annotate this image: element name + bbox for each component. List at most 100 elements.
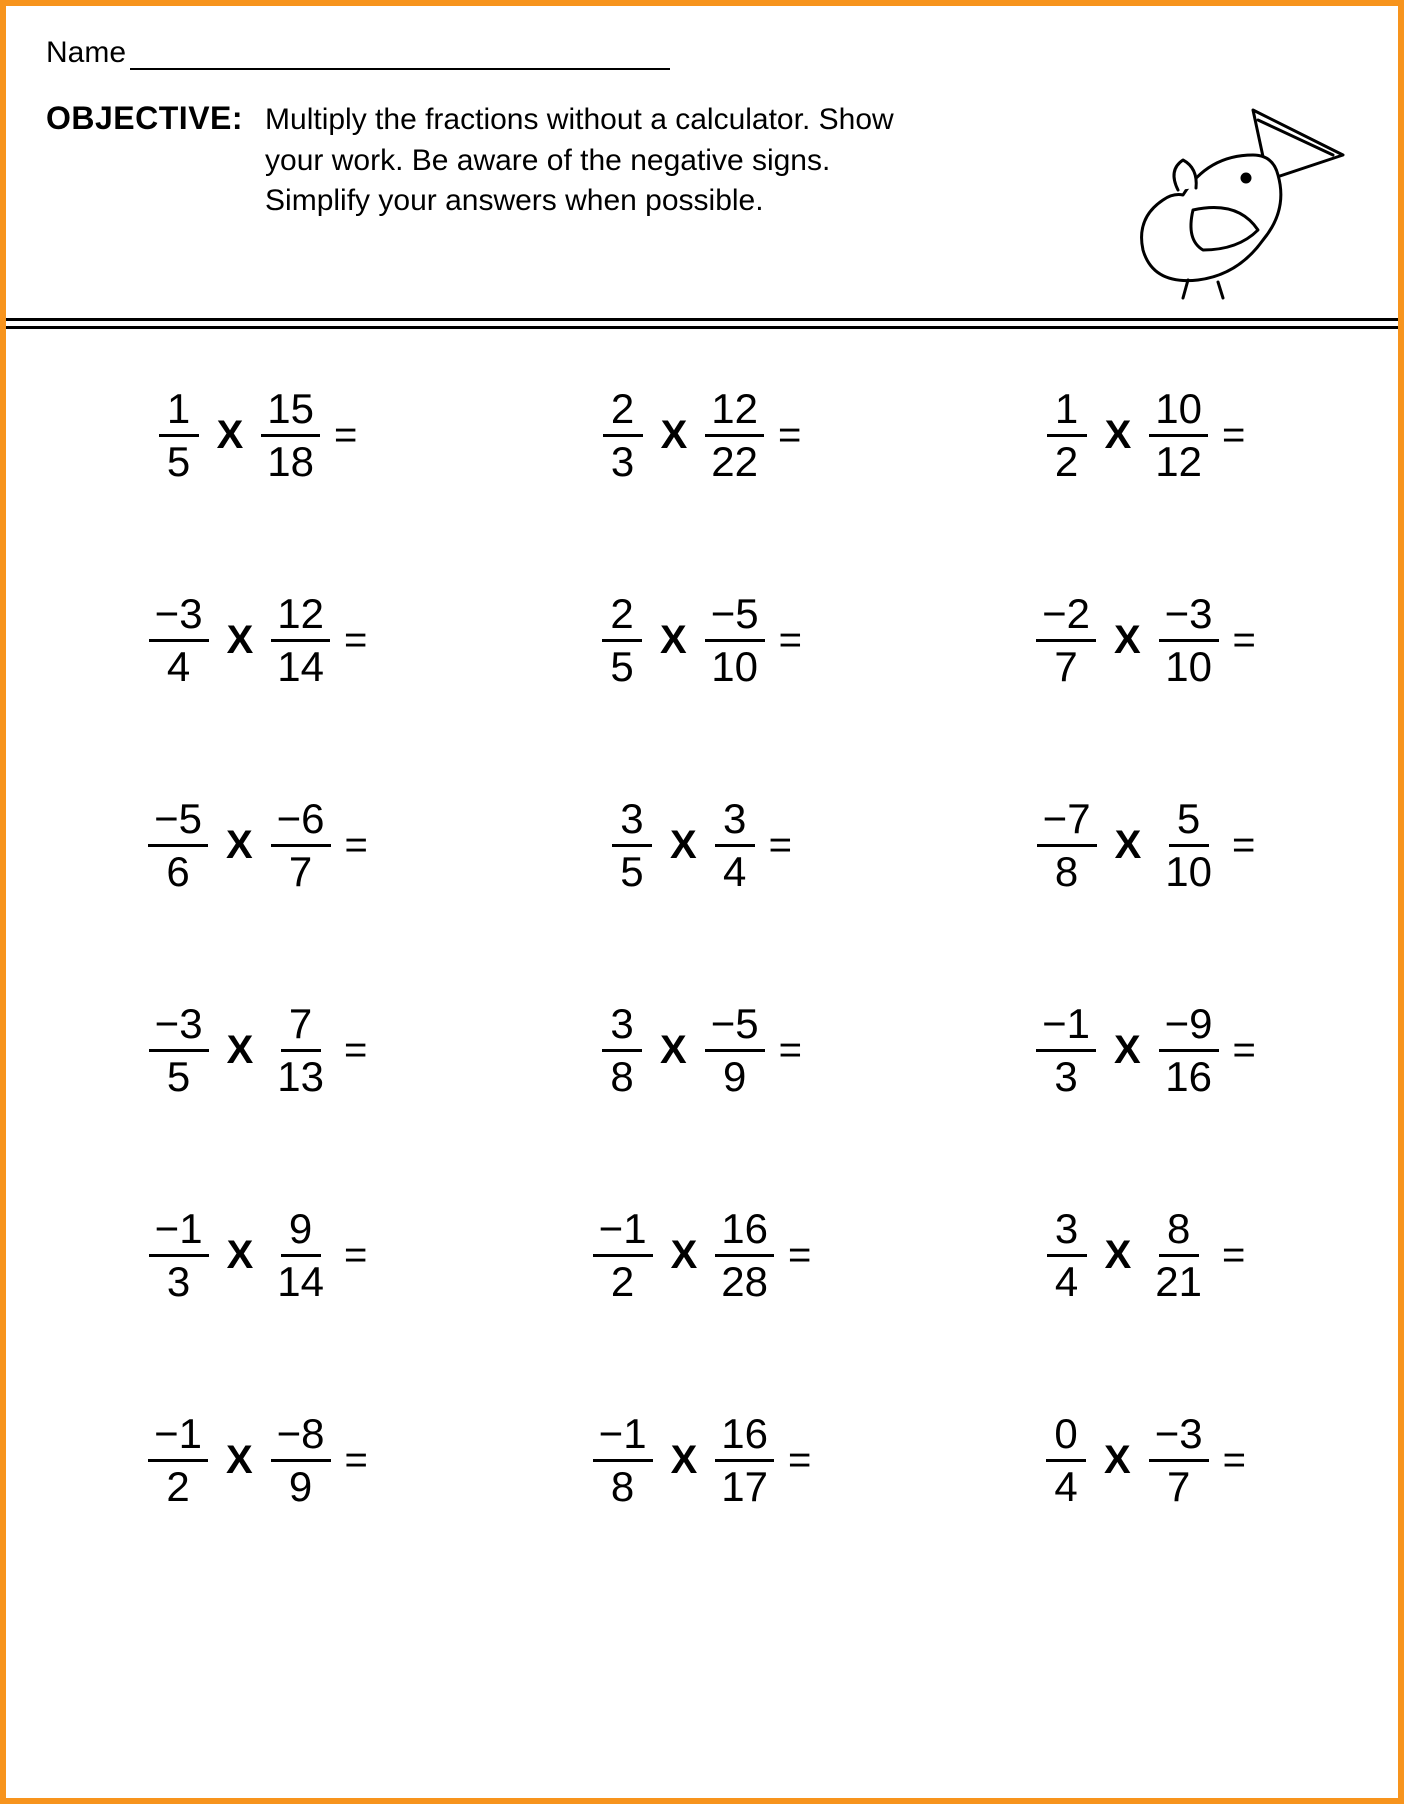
denominator: 28 xyxy=(715,1257,774,1303)
multiply-operator: X xyxy=(227,1233,254,1278)
equals-sign: = xyxy=(779,618,802,663)
fraction-b: −37 xyxy=(1149,1413,1209,1508)
equals-sign: = xyxy=(345,1438,368,1483)
problem-5: 25X−510= xyxy=(490,593,914,688)
denominator: 2 xyxy=(603,1257,643,1303)
denominator: 3 xyxy=(1046,1052,1086,1098)
numerator: 2 xyxy=(603,388,643,437)
problem-18: 04X−37= xyxy=(934,1413,1358,1508)
numerator: 12 xyxy=(271,593,330,642)
numerator: −2 xyxy=(1036,593,1096,642)
problem-12: −13X−916= xyxy=(934,1003,1358,1098)
multiply-operator: X xyxy=(227,618,254,663)
equals-sign: = xyxy=(1233,618,1256,663)
denominator: 21 xyxy=(1149,1257,1208,1303)
problem-6: −27X−310= xyxy=(934,593,1358,688)
numerator: 16 xyxy=(715,1413,774,1462)
denominator: 8 xyxy=(603,1462,643,1508)
fraction-a: −13 xyxy=(149,1208,209,1303)
fraction-b: 510 xyxy=(1159,798,1218,893)
problem-16: −12X−89= xyxy=(46,1413,470,1508)
problem-2: 23X1222= xyxy=(490,388,914,483)
name-blank-line[interactable] xyxy=(130,42,670,70)
fraction-a: −13 xyxy=(1036,1003,1096,1098)
numerator: −1 xyxy=(1036,1003,1096,1052)
multiply-operator: X xyxy=(226,1438,253,1483)
numerator: 7 xyxy=(281,1003,321,1052)
numerator: 2 xyxy=(602,593,642,642)
denominator: 2 xyxy=(158,1462,198,1508)
fraction-b: 1628 xyxy=(715,1208,774,1303)
denominator: 17 xyxy=(715,1462,774,1508)
numerator: −8 xyxy=(271,1413,331,1462)
fraction-a: −12 xyxy=(148,1413,208,1508)
multiply-operator: X xyxy=(670,823,697,868)
numerator: −1 xyxy=(148,1413,208,1462)
numerator: 8 xyxy=(1159,1208,1199,1257)
denominator: 4 xyxy=(715,847,755,893)
fraction-a: 38 xyxy=(602,1003,642,1098)
denominator: 8 xyxy=(1047,847,1087,893)
denominator: 2 xyxy=(1047,437,1087,483)
bird-illustration xyxy=(1088,100,1358,300)
problem-1: 15X1518= xyxy=(46,388,470,483)
equals-sign: = xyxy=(769,823,792,868)
fraction-b: −310 xyxy=(1159,593,1219,688)
denominator: 9 xyxy=(715,1052,755,1098)
multiply-operator: X xyxy=(1105,413,1132,458)
numerator: 10 xyxy=(1149,388,1208,437)
fraction-a: 25 xyxy=(602,593,642,688)
numerator: −5 xyxy=(705,593,765,642)
fraction-b: −916 xyxy=(1159,1003,1219,1098)
fraction-b: 34 xyxy=(715,798,755,893)
problem-14: −12X1628= xyxy=(490,1208,914,1303)
numerator: 3 xyxy=(1047,1208,1087,1257)
fraction-b: 1012 xyxy=(1149,388,1208,483)
problem-10: −35 X 713 = xyxy=(46,1003,470,1098)
multiply-operator: X xyxy=(227,1028,254,1073)
equals-sign: = xyxy=(788,1438,811,1483)
denominator: 8 xyxy=(602,1052,642,1098)
denominator: 14 xyxy=(271,1257,330,1303)
denominator: 7 xyxy=(1159,1462,1199,1508)
numerator: 9 xyxy=(281,1208,321,1257)
fraction-a: 34 xyxy=(1047,1208,1087,1303)
multiply-operator: X xyxy=(660,618,687,663)
fraction-a: 35 xyxy=(612,798,652,893)
numerator: −5 xyxy=(148,798,208,847)
section-divider xyxy=(46,318,1358,328)
problem-11: 38X−59= xyxy=(490,1003,914,1098)
denominator: 14 xyxy=(271,642,330,688)
numerator: −3 xyxy=(1159,593,1219,642)
numerator: −6 xyxy=(271,798,331,847)
objective-label: OBJECTIVE: xyxy=(46,100,243,137)
problem-17: −18X1617= xyxy=(490,1413,914,1508)
objective-block: OBJECTIVE: Multiply the fractions withou… xyxy=(46,100,1088,222)
fraction-a: 12 xyxy=(1047,388,1087,483)
numerator: −5 xyxy=(705,1003,765,1052)
numerator: 0 xyxy=(1046,1413,1086,1462)
equals-sign: = xyxy=(344,618,367,663)
equals-sign: = xyxy=(1232,823,1255,868)
equals-sign: = xyxy=(788,1233,811,1278)
fraction-a: −27 xyxy=(1036,593,1096,688)
problem-13: −13X914= xyxy=(46,1208,470,1303)
numerator: 16 xyxy=(715,1208,774,1257)
fraction-a: −18 xyxy=(593,1413,653,1508)
numerator: 3 xyxy=(612,798,652,847)
denominator: 4 xyxy=(1046,1462,1086,1508)
denominator: 22 xyxy=(705,437,764,483)
denominator: 4 xyxy=(159,642,199,688)
denominator: 3 xyxy=(159,1257,199,1303)
fraction-b: 713 xyxy=(271,1003,330,1098)
numerator: −3 xyxy=(149,593,209,642)
equals-sign: = xyxy=(334,413,357,458)
fraction-a: −35 xyxy=(149,1003,209,1098)
numerator: 3 xyxy=(602,1003,642,1052)
name-label: Name xyxy=(46,36,126,70)
equals-sign: = xyxy=(344,1028,367,1073)
denominator: 3 xyxy=(603,437,643,483)
numerator: 1 xyxy=(1047,388,1087,437)
bird-icon xyxy=(1088,100,1358,300)
fraction-b: −59 xyxy=(705,1003,765,1098)
